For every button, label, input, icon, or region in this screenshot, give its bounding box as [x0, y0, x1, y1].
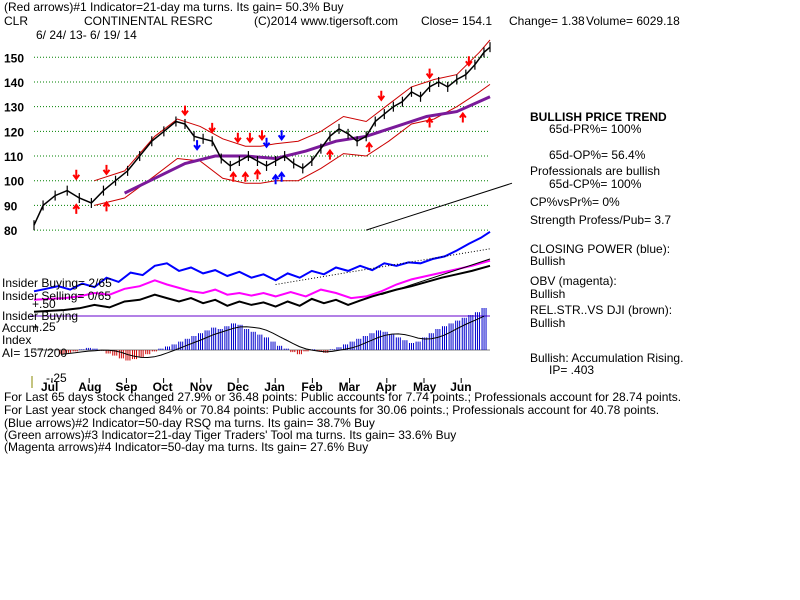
- red-down-arrow-8: [425, 68, 434, 80]
- blue-down-arrow-2: [277, 130, 286, 141]
- op-value: 65d-OP%= 56.4%: [549, 148, 646, 162]
- x-tick-Mar: Mar: [339, 380, 361, 394]
- y-tick-130: 130: [4, 101, 24, 115]
- price-bands: [94, 39, 513, 231]
- red-down-arrow-3: [208, 122, 216, 134]
- ma50-line: [123, 95, 491, 195]
- footer-blue-arrows: (Blue arrows)#2 Indicator=50-day RSQ ma …: [4, 416, 375, 430]
- obv-line: [33, 259, 491, 301]
- red-down-arrow-7: [377, 90, 386, 102]
- footer-year: For Last year stock changed 84% or 70.84…: [4, 403, 660, 417]
- red-up-arrow-5: [326, 148, 334, 160]
- blue-up-arrow-0: [271, 173, 280, 185]
- upper-band-line: [94, 39, 491, 182]
- accum-scale-top: +.50: [32, 297, 56, 311]
- y-tick-110: 110: [4, 150, 24, 164]
- month-axis-labels: Jul Aug Sep Oct Nov Dec Jan Feb Mar Apr May Jun: [31, 376, 472, 394]
- ip-value: IP= .403: [549, 363, 595, 377]
- copyright: (C)2014 www.tigersoft.com: [254, 14, 399, 28]
- red-up-arrow-3: [241, 171, 250, 182]
- closing-power-value: Bullish: [530, 254, 566, 268]
- index-label: Index: [2, 333, 32, 347]
- x-tick-Feb: Feb: [301, 380, 322, 394]
- y-tick-80: 80: [4, 224, 18, 238]
- red-up-arrow-0: [72, 203, 81, 214]
- red-down-arrow-1: [102, 164, 111, 176]
- x-tick-Dec: Dec: [227, 380, 249, 394]
- blue-down-arrow-0: [193, 140, 201, 151]
- y-tick-140: 140: [4, 76, 24, 90]
- x-tick-Jun: Jun: [450, 380, 471, 394]
- price-bars: [33, 42, 491, 231]
- x-tick-May: May: [413, 380, 437, 394]
- price-axis-labels: 150 140 130 120 110 100 90 80: [4, 51, 24, 238]
- x-tick-Jan: Jan: [264, 380, 285, 394]
- red-down-arrow-5: [246, 132, 254, 144]
- price-line: [33, 46, 491, 226]
- indicator-trend-line: [381, 258, 491, 296]
- red-down-arrow-2: [181, 105, 189, 117]
- accum-scale-bottom: -.25: [46, 371, 67, 385]
- footer-magenta-arrows: (Magenta arrows)#4 Indicator=50-day ma t…: [4, 440, 369, 454]
- accumulation-note: Bullish: Accumulation Rising.: [530, 351, 684, 365]
- x-tick-Oct: Oct: [153, 380, 173, 394]
- footer-65day: For Last 65 days stock changed 27.9% or …: [4, 390, 682, 404]
- x-tick-Jul: Jul: [41, 380, 58, 394]
- insider-buying-label: Insider Buying: [2, 309, 79, 323]
- closing-power-label: CLOSING POWER (blue):: [530, 242, 671, 256]
- signal-arrows: [72, 56, 473, 214]
- accumulation-histogram: [30, 308, 490, 361]
- x-tick-Aug: Aug: [78, 380, 101, 394]
- change-value: Change= 1.38: [509, 14, 585, 28]
- y-tick-120: 120: [4, 125, 24, 139]
- ticker: CLR: [4, 14, 29, 28]
- lower-band-line: [94, 83, 491, 206]
- insider-selling: Insider Selling= 0/65: [2, 289, 112, 303]
- accum-label: Accum: [2, 321, 39, 335]
- x-tick-Nov: Nov: [190, 380, 213, 394]
- red-up-arrow-4: [253, 168, 262, 180]
- ai-value: AI= 157/200: [2, 346, 68, 360]
- insider-buying: Insider Buying= 2/65: [2, 276, 112, 290]
- y-tick-90: 90: [4, 199, 18, 213]
- footer-green-arrows: (Green arrows)#3 Indicator=21-day Tiger …: [4, 428, 457, 442]
- volume-value: Volume= 6029.18: [586, 14, 680, 28]
- red-down-arrow-6: [258, 130, 266, 141]
- obv-label: OBV (magenta):: [530, 274, 617, 288]
- red-down-arrow-9: [465, 56, 473, 67]
- trend-line: [366, 182, 513, 231]
- professionals-note: Professionals are bullish: [530, 164, 661, 178]
- company-name: CONTINENTAL RESRC: [84, 14, 213, 28]
- indicator1-note: (Red arrows)#1 Indicator=21-day ma turns…: [4, 0, 344, 14]
- x-tick-Sep: Sep: [115, 380, 137, 394]
- y-tick-150: 150: [4, 51, 24, 65]
- closing-power-line: [33, 230, 491, 293]
- accum-scale-mid: +.25: [32, 320, 56, 334]
- blue-down-arrow-1: [262, 137, 271, 149]
- date-range: 6/ 24/ 13- 6/ 19/ 14: [36, 28, 137, 42]
- red-down-arrow-0: [72, 169, 81, 181]
- red-up-arrow-6: [365, 141, 374, 153]
- cp-vs-pr: CP%vsPr%= 0%: [530, 195, 620, 209]
- indicator-dotted-line: [275, 248, 491, 285]
- x-tick-Apr: Apr: [376, 380, 397, 394]
- close-value: Close= 154.1: [421, 14, 493, 28]
- y-tick-100: 100: [4, 175, 24, 189]
- indicator-lines: [33, 230, 491, 313]
- pr-value: 65d-PR%= 100%: [549, 122, 642, 136]
- red-up-arrow-1: [102, 200, 111, 212]
- obv-value: Bullish: [530, 287, 566, 301]
- cp-value: 65d-CP%= 100%: [549, 177, 642, 191]
- red-up-arrow-8: [459, 111, 467, 123]
- relstr-label: REL.STR..VS DJI (brown):: [530, 303, 673, 317]
- red-up-arrow-7: [425, 116, 434, 128]
- red-up-arrow-2: [229, 171, 238, 182]
- trend-title: BULLISH PRICE TREND: [530, 110, 667, 124]
- accum-ma-line: [61, 315, 485, 359]
- red-down-arrow-4: [234, 132, 242, 144]
- relstr-value: Bullish: [530, 316, 566, 330]
- strength-ratio: Strength Profess/Pub= 3.7: [530, 213, 672, 227]
- blue-up-arrow-1: [277, 171, 286, 182]
